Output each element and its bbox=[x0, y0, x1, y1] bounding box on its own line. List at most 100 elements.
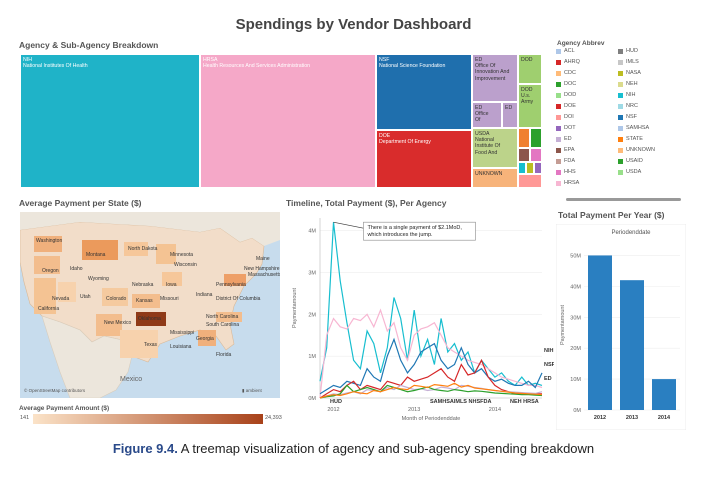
legend-item-hhs[interactable]: HHS bbox=[564, 169, 576, 175]
line-chart-svg: 0M 1M 2M 3M 4M 2012 2013 2014 Month of Periodend… bbox=[292, 218, 556, 422]
us-map[interactable]: Washington Montana North Dakota Minnesota Or… bbox=[20, 212, 280, 398]
legend-swatch bbox=[618, 126, 623, 131]
line-series-nsf[interactable] bbox=[319, 337, 543, 395]
legend-swatch bbox=[556, 104, 561, 109]
legend-item-dod[interactable]: DOD bbox=[564, 92, 577, 98]
state-texas bbox=[120, 330, 158, 358]
legend-swatch bbox=[618, 82, 623, 87]
legend-item-ahrq[interactable]: AHRQ bbox=[564, 59, 580, 65]
line-chart[interactable]: 0M 1M 2M 3M 4M 2012 2013 2014 Month of Periodend… bbox=[286, 210, 556, 432]
bar-2014[interactable] bbox=[652, 379, 676, 410]
treemap-cell-nsf[interactable]: NSF National Science Foundation bbox=[376, 54, 472, 130]
legend-item-imls[interactable]: IMLS bbox=[626, 59, 639, 65]
bar-2012[interactable] bbox=[588, 255, 612, 410]
treemap-cell-label: USDA National Institute Of Food And bbox=[475, 131, 501, 156]
legend-swatch bbox=[556, 137, 561, 142]
legend-item-acl[interactable]: ACL bbox=[564, 48, 575, 54]
legend-scrollbar[interactable] bbox=[566, 198, 681, 201]
treemap-cell-label: UNKNOWN bbox=[475, 171, 503, 177]
treemap-cell-dod1[interactable]: DOD bbox=[518, 54, 542, 84]
line-series-dod[interactable] bbox=[319, 384, 543, 399]
bar-chart-title: Total Payment Per Year ($) bbox=[558, 210, 665, 220]
legend-item-cdc[interactable]: CDC bbox=[564, 70, 576, 76]
line-series-hrsa[interactable] bbox=[319, 308, 543, 399]
treemap-cell-ed3[interactable]: ED bbox=[502, 102, 518, 128]
figure-caption-text: A treemap visualization of agency and su… bbox=[177, 441, 595, 456]
line-series-nih[interactable] bbox=[319, 222, 543, 387]
treemap-cell-ed2[interactable]: ED Office Of bbox=[472, 102, 502, 128]
legend-item-hud[interactable]: HUD bbox=[626, 48, 638, 54]
legend-swatch bbox=[556, 115, 561, 120]
legend-swatch bbox=[556, 126, 561, 131]
legend-swatch bbox=[618, 159, 623, 164]
state-label: Texas bbox=[144, 342, 158, 348]
legend-swatch bbox=[556, 93, 561, 98]
treemap-cell-s8[interactable] bbox=[518, 174, 542, 188]
legend-swatch bbox=[618, 115, 623, 120]
legend-item-hrsa[interactable]: HRSA bbox=[564, 180, 580, 186]
legend-swatch bbox=[556, 181, 561, 186]
treemap-cell-s3[interactable] bbox=[518, 148, 530, 162]
legend-item-nrc[interactable]: NRC bbox=[626, 103, 638, 109]
state-label: District Of Columbia bbox=[216, 296, 261, 302]
bar-y-tick: 40M bbox=[570, 284, 581, 290]
bar-chart[interactable]: Periodenddate 0M 10M 20M 30M 40M 50M Paymentamo… bbox=[555, 223, 687, 431]
treemap-cell-s6[interactable] bbox=[526, 162, 534, 174]
legend-item-epa[interactable]: EPA bbox=[564, 147, 575, 153]
legend-item-usaid[interactable]: USAID bbox=[626, 158, 643, 164]
state-washington bbox=[34, 236, 62, 252]
legend-item-fda[interactable]: FDA bbox=[564, 158, 575, 164]
bar-x-tick: 2012 bbox=[594, 415, 606, 421]
annotation-box bbox=[363, 221, 476, 241]
state-label: Florida bbox=[216, 352, 232, 358]
legend-item-usda[interactable]: USDA bbox=[626, 169, 642, 175]
legend-item-unknown[interactable]: UNKNOWN bbox=[626, 147, 656, 153]
state-california bbox=[34, 278, 56, 314]
line-y-tick: 3M bbox=[308, 270, 316, 276]
treemap-cell-s4[interactable] bbox=[530, 148, 542, 162]
treemap-cell-ed1[interactable]: ED Office Of Innovation And Improvement bbox=[472, 54, 518, 102]
legend-item-nih[interactable]: NIH bbox=[626, 92, 636, 98]
legend-item-neh[interactable]: NEH bbox=[626, 81, 638, 87]
treemap-cell-usda[interactable]: USDA National Institute Of Food And bbox=[472, 128, 518, 168]
legend-item-ed[interactable]: ED bbox=[564, 136, 572, 142]
map-credit: © OpenStreetMap contributors bbox=[24, 388, 86, 393]
state-label: California bbox=[38, 306, 60, 312]
treemap-cell-s2[interactable] bbox=[530, 128, 542, 148]
state-label: Iowa bbox=[166, 282, 177, 288]
map-heading: Average Payment per State ($) bbox=[19, 198, 142, 208]
line-series-usda[interactable] bbox=[319, 382, 543, 399]
treemap-cell-s5[interactable] bbox=[518, 162, 526, 174]
bar-y-tick: 0M bbox=[573, 408, 581, 414]
dashboard-title: Spendings by Vendor Dashboard bbox=[235, 16, 472, 33]
legend-item-nasa[interactable]: NASA bbox=[626, 70, 641, 76]
legend-item-dot[interactable]: DOT bbox=[564, 125, 576, 131]
legend-item-doc[interactable]: DOC bbox=[564, 81, 577, 87]
figure-caption: Figure 9.4. A treemap visualization of a… bbox=[0, 441, 707, 456]
scale-heading: Average Payment Amount ($) bbox=[19, 405, 110, 412]
treemap-cell-hrsa[interactable]: HRSA Health Resources And Services Admin… bbox=[200, 54, 376, 188]
legend-item-doi[interactable]: DOI bbox=[564, 114, 574, 120]
legend-item-doe[interactable]: DOE bbox=[564, 103, 576, 109]
line-chart-title: Timeline, Total Payment ($), Per Agency bbox=[286, 198, 447, 208]
treemap-cell-doe[interactable]: DOE Department Of Energy bbox=[376, 130, 472, 188]
state-label: New Mexico bbox=[104, 320, 132, 326]
line-bottom-label: SAMHSAIMLS NHSFDA bbox=[430, 399, 491, 405]
state-georgia bbox=[198, 330, 216, 346]
line-end-label: NSF bbox=[544, 362, 554, 368]
bar-2013[interactable] bbox=[620, 280, 644, 410]
legend-item-samhsa[interactable]: SAMHSA bbox=[626, 125, 650, 131]
legend-item-state[interactable]: STATE bbox=[626, 136, 643, 142]
state-label: Missouri bbox=[160, 296, 179, 302]
legend-swatch bbox=[618, 49, 623, 54]
treemap-cell-unknown[interactable]: UNKNOWN bbox=[472, 168, 518, 188]
treemap-cell-dod2[interactable]: DOD U.s. Army bbox=[518, 84, 542, 128]
treemap-cell-nih[interactable]: NIH National Institutes Of Health bbox=[20, 54, 200, 188]
legend-item-nsf[interactable]: NSF bbox=[626, 114, 637, 120]
line-x-tick: 2013 bbox=[408, 407, 420, 413]
line-series-doe[interactable] bbox=[319, 358, 542, 399]
treemap-cell-s1[interactable] bbox=[518, 128, 530, 148]
line-x-label: Month of Periodenddate bbox=[402, 416, 461, 422]
treemap-cell-s7[interactable] bbox=[534, 162, 542, 174]
line-end-label: NIH bbox=[544, 348, 554, 354]
